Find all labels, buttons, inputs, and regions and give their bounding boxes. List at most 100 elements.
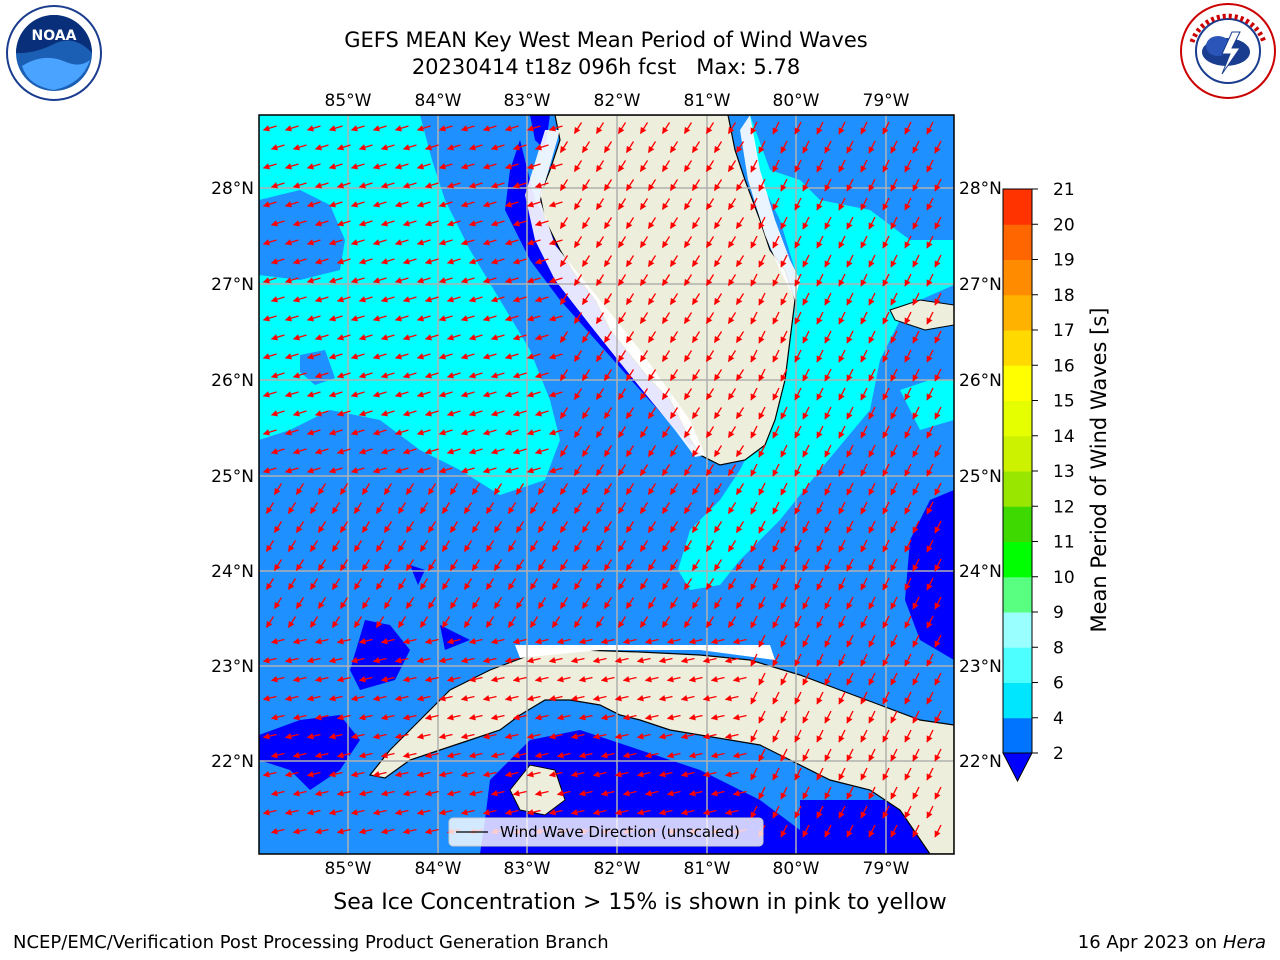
wind-arrow-icon [424, 220, 439, 227]
wind-arrow-icon [680, 657, 695, 664]
wind-arrow-icon [537, 559, 547, 572]
wind-arrow-icon [284, 429, 299, 436]
wind-arrow-icon [380, 182, 395, 189]
wind-arrow-icon [904, 387, 912, 401]
wind-arrow-icon [617, 578, 627, 591]
lat-label-left: 23°N [211, 657, 254, 677]
wind-arrow-icon [493, 483, 503, 496]
wind-arrow-icon [622, 752, 637, 759]
wind-arrow-icon [419, 578, 429, 591]
wind-arrow-icon [705, 616, 715, 629]
lon-label-bottom: 82°W [594, 859, 641, 879]
nws-logo [1180, 3, 1276, 99]
wind-arrow-icon [750, 729, 758, 743]
wind-arrow-icon [780, 520, 788, 534]
wind-arrow-icon [416, 353, 431, 360]
wind-arrow-icon [526, 391, 541, 398]
wind-arrow-icon [595, 578, 605, 591]
wind-arrow-icon [904, 197, 912, 211]
wind-arrow-icon [265, 578, 275, 591]
wind-arrow-icon [691, 331, 701, 344]
wind-arrow-icon [358, 676, 373, 683]
wind-arrow-icon [482, 239, 497, 246]
wind-arrow-icon [548, 733, 563, 740]
wind-arrow-icon [824, 634, 832, 648]
wind-arrow-icon [537, 521, 547, 534]
wind-arrow-icon [380, 676, 395, 683]
wind-arrow-icon [860, 311, 868, 325]
wind-arrow-icon [691, 179, 701, 192]
colorbar-tick-label: 2 [1053, 744, 1064, 764]
wind-arrow-icon [402, 220, 417, 227]
wind-arrow-icon [537, 483, 547, 496]
wind-arrow-icon [380, 296, 395, 303]
wind-arrow-icon [416, 315, 431, 322]
wind-arrow-icon [868, 292, 876, 306]
wind-arrow-icon [816, 159, 824, 173]
wind-arrow-icon [794, 615, 802, 629]
legend-label: Wind Wave Direction (unscaled) [500, 823, 740, 841]
wind-arrow-icon [603, 407, 613, 420]
wind-arrow-icon [636, 733, 651, 740]
wind-arrow-icon [838, 577, 846, 591]
wind-arrow-icon [262, 733, 277, 740]
wind-arrow-icon [617, 464, 627, 477]
wind-arrow-icon [713, 141, 723, 154]
lon-label-top: 80°W [773, 91, 820, 111]
wind-arrow-icon [868, 330, 876, 344]
wind-arrow-icon [284, 657, 299, 664]
wind-arrow-icon [529, 616, 539, 629]
wind-arrow-icon [358, 144, 373, 151]
wind-arrow-icon [758, 140, 766, 154]
wind-arrow-icon [691, 141, 701, 154]
wind-arrow-icon [512, 676, 527, 683]
wind-arrow-icon [882, 653, 890, 667]
wind-arrow-icon [846, 444, 854, 458]
wind-arrow-icon [427, 597, 437, 610]
wind-arrow-icon [816, 349, 824, 363]
wind-arrow-icon [512, 714, 527, 721]
wind-arrow-icon [504, 771, 519, 778]
wind-arrow-icon [705, 160, 715, 173]
wind-arrow-icon [581, 445, 591, 458]
wind-arrow-icon [446, 676, 461, 683]
wind-arrow-icon [846, 330, 854, 344]
wind-arrow-icon [328, 467, 343, 474]
wind-arrow-icon [868, 748, 876, 762]
wind-arrow-icon [802, 140, 810, 154]
wind-arrow-icon [424, 752, 439, 759]
wind-arrow-icon [622, 714, 637, 721]
wind-arrow-icon [350, 315, 365, 322]
wind-arrow-icon [397, 578, 407, 591]
lat-label-right: 24°N [959, 562, 1002, 582]
wind-arrow-icon [603, 559, 613, 572]
wind-arrow-icon [713, 331, 723, 344]
wind-arrow-icon [534, 258, 549, 265]
wind-arrow-icon [358, 790, 373, 797]
wind-arrow-icon [639, 426, 649, 439]
wind-arrow-icon [512, 752, 527, 759]
wind-arrow-icon [816, 729, 824, 743]
wind-arrow-icon [490, 296, 505, 303]
wind-arrow-icon [350, 467, 365, 474]
wind-arrow-icon [372, 163, 387, 170]
wind-arrow-icon [669, 521, 679, 534]
wind-arrow-icon [868, 482, 876, 496]
wind-arrow-icon [284, 695, 299, 702]
wind-arrow-icon [735, 179, 745, 192]
wind-arrow-icon [284, 315, 299, 322]
wind-arrow-icon [680, 733, 695, 740]
wind-arrow-icon [824, 748, 832, 762]
wind-arrow-icon [661, 236, 671, 249]
wind-arrow-icon [416, 467, 431, 474]
wind-arrow-icon [846, 216, 854, 230]
wind-arrow-icon [446, 334, 461, 341]
wind-arrow-icon [713, 407, 723, 420]
wind-arrow-icon [548, 771, 563, 778]
wind-arrow-icon [595, 502, 605, 515]
wind-arrow-icon [482, 695, 497, 702]
wind-arrow-icon [581, 179, 591, 192]
wind-arrow-icon [926, 653, 934, 667]
wind-arrow-icon [485, 578, 495, 591]
lat-label-left: 27°N [211, 275, 254, 295]
